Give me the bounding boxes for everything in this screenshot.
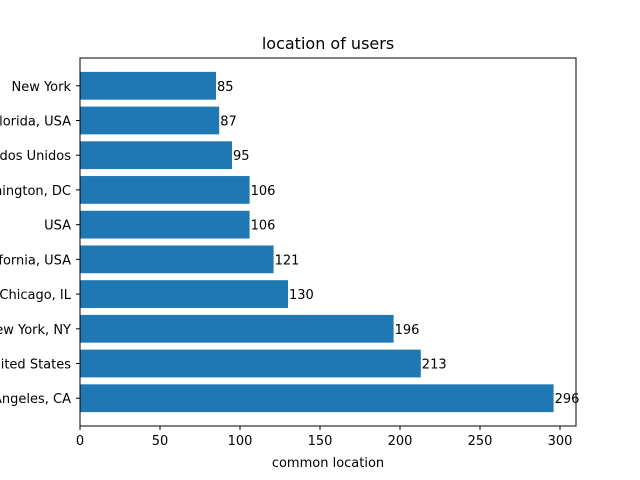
bar-value-label: 213 — [422, 358, 447, 373]
y-axis-ticks: Los Angeles, CA United States New York, NY… — [0, 80, 80, 407]
bars-group: 296 213 196 130 121 106 106 95 87 85 — [80, 71, 580, 413]
bar — [80, 176, 250, 204]
bar-value-label: 87 — [220, 114, 237, 129]
y-tick-label: USA — [44, 219, 71, 234]
y-tick-label: Florida, USA — [0, 114, 71, 129]
bar — [80, 280, 288, 308]
x-tick-label: 250 — [468, 434, 493, 449]
x-tick-label: 200 — [388, 434, 413, 449]
x-tick-label: 0 — [76, 434, 84, 449]
y-tick-label: New York, NY — [0, 323, 71, 338]
x-tick-label: 50 — [152, 434, 169, 449]
bar — [80, 141, 232, 170]
y-tick-label: Estados Unidos — [0, 149, 71, 164]
chart-title: location of users — [262, 34, 394, 53]
y-tick-label: Washington, DC — [0, 184, 71, 199]
bar-value-label: 85 — [217, 80, 234, 95]
bar-value-label: 296 — [555, 392, 580, 407]
bar-value-label: 95 — [233, 149, 250, 164]
bar-value-label: 106 — [251, 184, 276, 199]
x-tick-label: 300 — [548, 434, 573, 449]
bar-value-label: 130 — [289, 288, 314, 303]
bar — [80, 210, 250, 239]
y-tick-label: Los Angeles, CA — [0, 392, 71, 407]
y-tick-label: United States — [0, 358, 71, 373]
bar-value-label: 196 — [395, 323, 420, 338]
x-axis-ticks: 0 50 100 150 200 250 300 — [76, 426, 573, 449]
x-tick-label: 100 — [228, 434, 253, 449]
bar — [80, 71, 216, 100]
bar-value-label: 121 — [275, 253, 300, 268]
bar — [80, 245, 274, 274]
y-tick-label: Chicago, IL — [0, 288, 72, 303]
y-tick-label: New York — [11, 80, 71, 95]
x-axis-label: common location — [272, 456, 384, 471]
bar — [80, 384, 554, 413]
y-tick-label: California, USA — [0, 253, 71, 268]
x-tick-label: 150 — [308, 434, 333, 449]
bar — [80, 314, 394, 343]
bar — [80, 349, 421, 378]
bar — [80, 106, 220, 135]
bar-value-label: 106 — [251, 219, 276, 234]
plot-frame — [79, 57, 577, 427]
